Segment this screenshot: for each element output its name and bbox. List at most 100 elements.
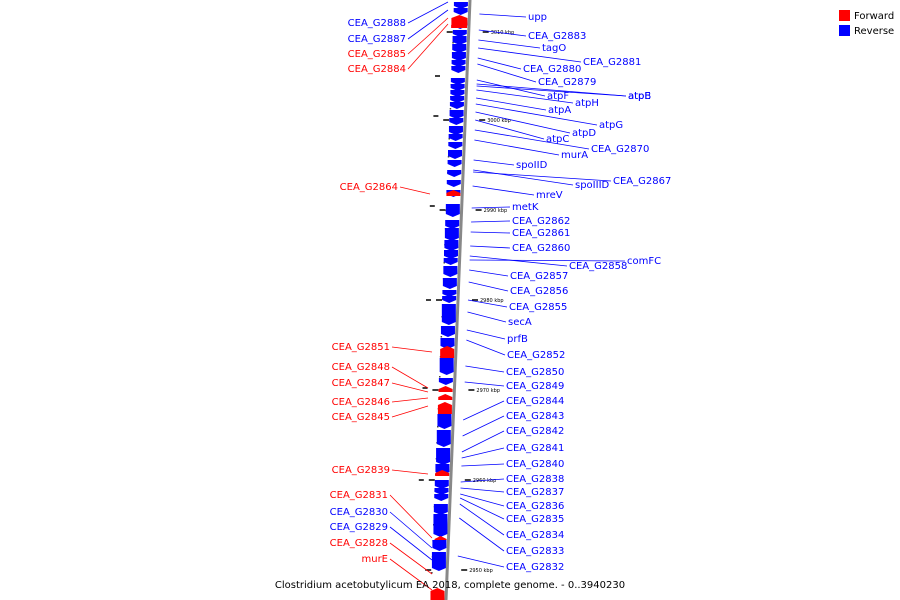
minor-dot xyxy=(449,108,452,110)
reverse-gene-feature xyxy=(451,52,466,61)
gene-label-cea-g2849[interactable]: CEA_G2849 xyxy=(506,381,564,392)
gene-label-cea-g2850[interactable]: CEA_G2850 xyxy=(506,367,564,378)
gene-label-cea-g2836[interactable]: CEA_G2836 xyxy=(506,501,564,512)
gene-label-cea-g2885[interactable]: CEA_G2885 xyxy=(348,49,406,60)
gene-label-cea-g2839[interactable]: CEA_G2839 xyxy=(332,465,390,476)
reverse-gene-feature xyxy=(446,180,461,187)
gene-label-seca[interactable]: secA xyxy=(508,317,532,328)
gene-label-atpb[interactable]: atpB xyxy=(628,91,651,102)
gene-label-cea-g2864[interactable]: CEA_G2864 xyxy=(340,182,398,193)
reverse-gene-feature xyxy=(438,378,453,385)
gene-label-atpc[interactable]: atpC xyxy=(546,134,569,145)
reverse-gene-feature xyxy=(445,220,460,229)
gene-label-cea-g2838[interactable]: CEA_G2838 xyxy=(506,474,564,485)
gene-label-cea-g2831[interactable]: CEA_G2831 xyxy=(330,490,388,501)
gene-label-spoiid[interactable]: spoIID xyxy=(516,160,548,171)
gene-label-cea-g2847[interactable]: CEA_G2847 xyxy=(332,378,390,389)
gene-label-cea-g2857[interactable]: CEA_G2857 xyxy=(510,271,568,282)
tick-label: 2970 kbp xyxy=(476,388,500,394)
gene-label-cea-g2855[interactable]: CEA_G2855 xyxy=(509,302,567,313)
gene-label-cea-g2888[interactable]: CEA_G2888 xyxy=(348,18,406,29)
gene-label-cea-g2884[interactable]: CEA_G2884 xyxy=(348,64,406,75)
gene-label-upp[interactable]: upp xyxy=(528,12,547,23)
reverse-gene-feature xyxy=(450,90,465,97)
gene-label-atpg[interactable]: atpG xyxy=(599,120,623,131)
gene-label-cea-g2887[interactable]: CEA_G2887 xyxy=(348,34,406,45)
legend-forward-label: Forward xyxy=(854,11,894,22)
gene-label-cea-g2862[interactable]: CEA_G2862 xyxy=(512,216,570,227)
gene-label-cea-g2845[interactable]: CEA_G2845 xyxy=(332,412,390,423)
reverse-gene-feature xyxy=(434,488,449,495)
reverse-gene-feature xyxy=(452,44,467,53)
gene-label-cea-g2858[interactable]: CEA_G2858 xyxy=(569,261,627,272)
genome-caption: Clostridium acetobutylicum EA 2018, comp… xyxy=(275,580,625,591)
leader-line xyxy=(391,366,429,389)
gene-label-cea-g2848[interactable]: CEA_G2848 xyxy=(332,362,390,373)
reverse-gene-feature xyxy=(450,78,465,85)
reverse-gene-feature xyxy=(443,266,458,277)
reverse-gene-feature xyxy=(442,290,457,297)
gene-label-cea-g2829[interactable]: CEA_G2829 xyxy=(330,522,388,533)
gene-label-cea-g2851[interactable]: CEA_G2851 xyxy=(332,342,390,353)
gene-label-comfc[interactable]: comFC xyxy=(627,256,661,267)
gene-label-prfb[interactable]: prfB xyxy=(507,334,528,345)
forward-gene-feature xyxy=(446,190,461,196)
reverse-gene-feature xyxy=(451,66,466,73)
forward-gene-feature xyxy=(451,22,468,28)
leader-line xyxy=(407,23,449,70)
gene-label-cea-g2830[interactable]: CEA_G2830 xyxy=(330,507,388,518)
reverse-gene-feature xyxy=(437,414,452,429)
leader-line xyxy=(399,186,431,195)
gene-label-atpf[interactable]: atpF xyxy=(547,91,569,102)
leader-line xyxy=(389,526,433,561)
gene-label-cea-g2880[interactable]: CEA_G2880 xyxy=(523,64,581,75)
gene-label-cea-g2856[interactable]: CEA_G2856 xyxy=(510,286,568,297)
gene-label-cea-g2861[interactable]: CEA_G2861 xyxy=(512,228,570,239)
gene-label-mrev[interactable]: mreV xyxy=(536,190,563,201)
reverse-gene-feature xyxy=(445,204,460,217)
gene-label-cea-g2828[interactable]: CEA_G2828 xyxy=(330,538,388,549)
leader-line xyxy=(391,397,429,403)
gene-label-cea-g2843[interactable]: CEA_G2843 xyxy=(506,411,564,422)
gene-label-metk[interactable]: metK xyxy=(512,202,539,213)
gene-label-atph[interactable]: atpH xyxy=(575,98,599,109)
reverse-gene-feature xyxy=(449,118,464,125)
reverse-gene-feature xyxy=(444,250,458,259)
gene-label-cea-g2832[interactable]: CEA_G2832 xyxy=(506,562,564,573)
gene-label-cea-g2840[interactable]: CEA_G2840 xyxy=(506,459,564,470)
leader-line xyxy=(461,430,505,453)
forward-gene-feature xyxy=(435,470,450,476)
gene-label-atpe[interactable]: atpE xyxy=(628,91,651,102)
gene-label-cea-g2870[interactable]: CEA_G2870 xyxy=(591,144,649,155)
gene-label-cea-g2852[interactable]: CEA_G2852 xyxy=(507,350,565,361)
gene-label-mure[interactable]: murE xyxy=(361,554,388,565)
gene-label-cea-g2883[interactable]: CEA_G2883 xyxy=(528,31,586,42)
gene-label-atpd[interactable]: atpD xyxy=(572,128,596,139)
gene-label-cea-g2846[interactable]: CEA_G2846 xyxy=(332,397,390,408)
leader-line xyxy=(478,29,527,37)
leader-line xyxy=(469,259,626,262)
leader-line xyxy=(464,381,505,387)
gene-label-tago[interactable]: tagO xyxy=(542,43,566,54)
gene-label-cea-g2879[interactable]: CEA_G2879 xyxy=(538,77,596,88)
gene-label-cea-g2835[interactable]: CEA_G2835 xyxy=(506,514,564,525)
gene-label-mura[interactable]: murA xyxy=(561,150,588,161)
tick-label: 2950 kbp xyxy=(469,568,493,574)
reverse-gene-feature xyxy=(436,448,451,465)
gene-label-cea-g2867[interactable]: CEA_G2867 xyxy=(613,176,671,187)
gene-label-cea-g2837[interactable]: CEA_G2837 xyxy=(506,487,564,498)
gene-label-cea-g2834[interactable]: CEA_G2834 xyxy=(506,530,564,541)
leader-line xyxy=(457,555,505,568)
gene-label-cea-g2844[interactable]: CEA_G2844 xyxy=(506,396,564,407)
gene-label-spoiiid[interactable]: spoIIID xyxy=(575,180,610,191)
gene-label-cea-g2842[interactable]: CEA_G2842 xyxy=(506,426,564,437)
reverse-gene-feature xyxy=(448,126,463,135)
reverse-gene-feature xyxy=(442,296,457,303)
gene-label-cea-g2841[interactable]: CEA_G2841 xyxy=(506,443,564,454)
leader-line xyxy=(475,103,598,126)
gene-label-cea-g2833[interactable]: CEA_G2833 xyxy=(506,546,564,557)
gene-label-cea-g2860[interactable]: CEA_G2860 xyxy=(512,243,570,254)
gene-label-cea-g2881[interactable]: CEA_G2881 xyxy=(583,57,641,68)
reverse-gene-feature xyxy=(451,60,466,67)
gene-label-atpa[interactable]: atpA xyxy=(548,105,571,116)
